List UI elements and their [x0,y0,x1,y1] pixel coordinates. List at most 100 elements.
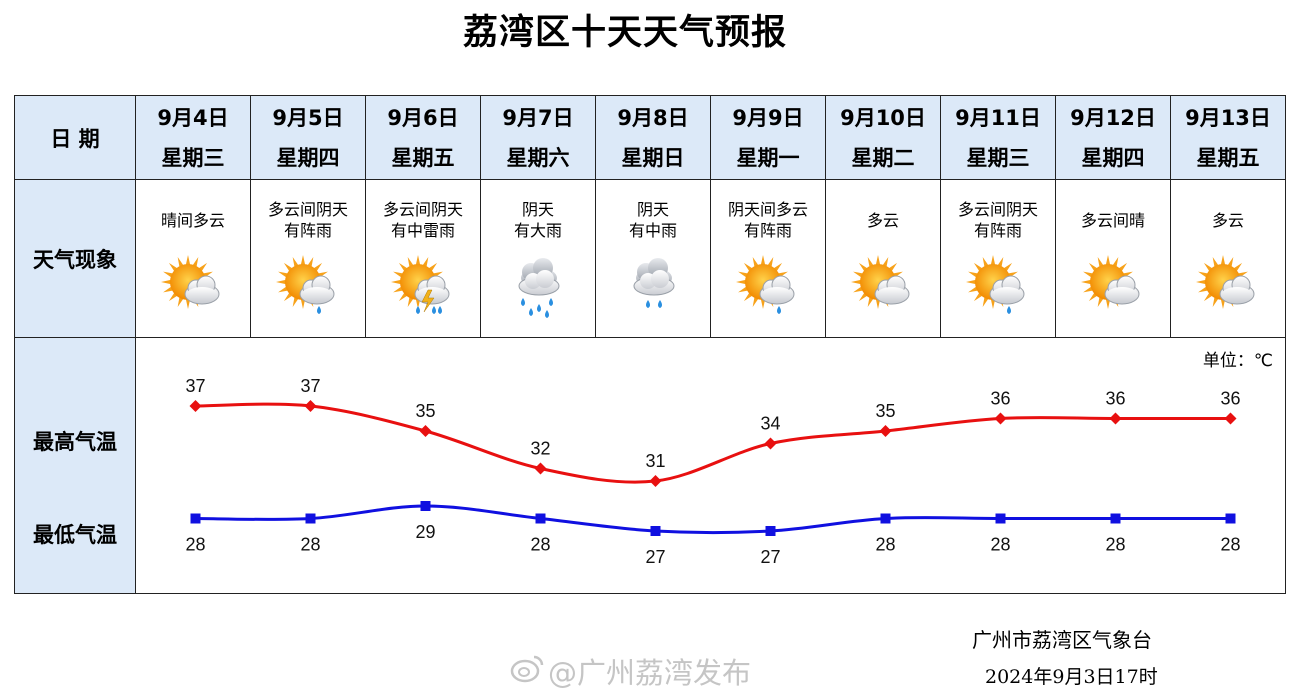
low-temp-line [195,504,1231,535]
weather-cell-0: 晴间多云 [135,179,251,338]
high-temp-label: 31 [645,451,665,471]
low-temp-label: 27 [760,547,780,567]
high-temp-point [994,412,1007,425]
weather-description: 多云间阴天 有阵雨 [941,194,1055,246]
high-temp-label: 最高气温 [33,429,117,454]
weather-cell-8: 多云间晴 [1055,179,1171,338]
date-label: 9月8日 [617,105,689,130]
date-label: 9月13日 [1185,105,1271,130]
weather-text-line: 多云间阴天 [957,200,1038,219]
forecast-table: 日 期 9月4日 星期三 9月5日 星期四 9月6日 星期五 9月7日 星期六 9月8日 星期日 9… [14,95,1286,594]
weather-text-line: 阴天 [521,200,554,219]
weekday-label: 星期六 [506,145,570,170]
weather-text-line: 有阵雨 [973,221,1022,240]
date-label: 9月5日 [272,105,344,130]
weather-cell-2: 多云间阴天 有中雷雨 [365,179,481,338]
date-cell-2: 9月6日星期五 [365,95,481,180]
date-label: 9月11日 [955,105,1041,130]
weather-text-line: 多云 [866,210,899,230]
high-temp-point [764,437,777,450]
weather-text-line: 晴间多云 [160,210,225,230]
date-cell-5: 9月9日星期一 [710,95,826,180]
temperature-header: 最高气温 最低气温 [14,337,136,594]
high-temp-label: 37 [300,376,320,396]
weather-text-line: 阴天间多云 [727,200,808,219]
weekday-label: 星期五 [391,145,455,170]
weather-cell-5: 阴天间多云 有阵雨 [710,179,826,338]
low-temp-label: 28 [1105,535,1125,555]
weather-description: 多云 [826,194,940,246]
sun-cloud-icon [161,255,220,309]
weather-description: 阴天间多云 有阵雨 [711,194,825,246]
weather-cell-7: 多云间阴天 有阵雨 [940,179,1056,338]
sun-cloud-icon [1196,255,1255,309]
date-cell-4: 9月8日星期日 [595,95,711,180]
high-temp-point [1109,412,1122,425]
weather-text-line: 多云 [1211,210,1244,230]
high-temp-label: 34 [760,414,780,434]
weibo-logo-icon [510,655,544,683]
low-temp-point [1110,513,1121,524]
cloud-heavy-rain-icon [518,258,560,318]
weather-cell-6: 多云 [825,179,941,338]
low-temp-point [305,513,316,524]
weather-header: 天气现象 [14,179,136,338]
weather-text-line: 多云间阴天 [267,200,348,219]
date-label: 9月7日 [502,105,574,130]
weather-description: 阴天 有大雨 [481,194,595,246]
low-temp-label: 28 [530,535,550,555]
low-temp-point [650,526,661,536]
sun-cloud-rain-icon [966,255,1025,314]
sun-cloud-rain-icon [736,255,795,314]
sun-cloud-icon [851,255,910,309]
temperature-row: 最高气温 最低气温 单位：℃ 37 37 35 32 31 34 35 36 36 36 28 28 2… [14,337,1286,594]
sun-cloud-thunder-icon [391,255,450,314]
high-temp-point [304,400,317,412]
low-temp-label: 27 [645,547,665,567]
date-cell-0: 9月4日 星期三 [135,95,251,180]
low-temp-point [1225,513,1236,524]
high-temp-point [419,425,432,437]
weather-description: 多云 [1171,194,1285,246]
weather-text-line: 有中雨 [628,221,677,240]
low-temp-point [765,526,776,536]
sun-cloud-rain-icon [276,255,335,314]
footer-organization: 广州市荔湾区气象台 [972,628,1152,652]
weekday-label: 星期一 [736,145,800,170]
date-label: 9月9日 [732,105,804,130]
date-cell-7: 9月11日 星期三 [940,95,1056,180]
high-temp-point [534,462,547,475]
low-temp-point [190,513,201,524]
low-temp-label: 28 [990,535,1010,555]
weekday-label: 星期日 [621,145,685,170]
weather-description: 多云间阴天 有阵雨 [251,194,365,246]
high-temp-point [649,475,662,487]
weather-cell-3: 阴天 有大雨 [480,179,596,338]
weather-row: 天气现象 晴间多云 多云间阴天 有阵雨 多云间阴天 有中雷雨 阴天 有大雨 阴天 有中雨 阴天间多… [14,179,1286,338]
low-temp-label: 29 [415,522,435,542]
weather-description: 多云间阴天 有中雷雨 [366,194,480,246]
weekday-label: 星期五 [1196,145,1260,170]
high-temp-label: 36 [1220,389,1240,409]
date-cell-3: 9月7日星期六 [480,95,596,180]
date-label: 9月4日 [157,105,229,130]
date-cell-1: 9月5日星期四 [250,95,366,180]
unit-label: 单位：℃ [1202,351,1273,371]
weather-text-line: 多云间晴 [1080,210,1145,230]
low-temp-label: 28 [300,535,320,555]
weather-text-line: 有中雷雨 [390,221,455,240]
weather-cell-1: 多云间阴天 有阵雨 [250,179,366,338]
weekday-label: 星期四 [276,145,340,170]
low-temp-point [535,513,546,524]
weather-text-line: 阴天 [636,200,669,219]
date-label: 9月6日 [387,105,459,130]
weather-text-line: 有阵雨 [283,221,332,240]
weekday-label: 星期二 [851,145,915,170]
weather-text-line: 有阵雨 [743,221,792,240]
weather-cell-4: 阴天 有中雨 [595,179,711,338]
low-temp-label: 最低气温 [33,522,117,547]
date-cell-9: 9月13日星期五 [1170,95,1286,180]
temperature-chart-cell: 单位：℃ 37 37 35 32 31 34 35 36 36 36 28 28 29 28 27 27 28 2… [135,337,1286,594]
high-temp-label: 32 [530,439,550,459]
weather-text-line: 多云间阴天 [382,200,463,219]
